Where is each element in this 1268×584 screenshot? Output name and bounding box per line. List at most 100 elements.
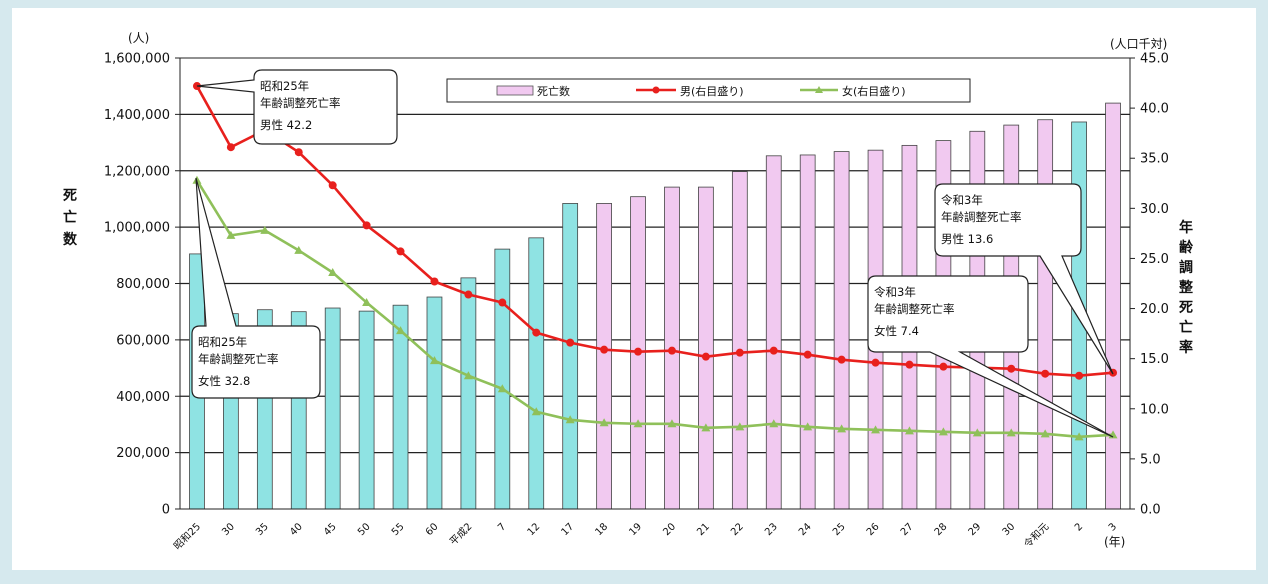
left-axis-tick-label: 800,000	[116, 277, 170, 292]
female-rate-point	[972, 428, 982, 437]
bar	[528, 237, 545, 510]
right-axis-tick-label: 30.0	[1140, 202, 1169, 217]
female-rate-point	[837, 424, 847, 433]
bar	[731, 171, 748, 510]
callout-box-male-1950	[196, 69, 398, 145]
callout-line: 昭和25年	[260, 79, 309, 93]
bar	[1037, 119, 1054, 510]
callout-box-female-1950	[191, 177, 321, 399]
female-rate-point	[565, 415, 575, 424]
left-axis-tick-label: 200,000	[116, 446, 170, 461]
right-axis-tick-label: 0.0	[1140, 503, 1161, 518]
callout-box-male-2021	[934, 183, 1114, 375]
callout-line: 男性 13.6	[941, 232, 993, 246]
female-rate-point	[1074, 432, 1084, 441]
female-rate-point	[871, 425, 881, 434]
female-rate-point	[226, 230, 236, 239]
male-rate-point	[634, 347, 643, 356]
right-axis-tick-label: 40.0	[1140, 102, 1169, 117]
callout-line: 年齢調整死亡率	[260, 96, 341, 110]
legend-box	[446, 78, 971, 103]
left-axis-tick-label: 1,600,000	[104, 52, 170, 67]
right-axis-unit: (人口千対)	[1110, 37, 1167, 51]
right-axis-tick-label: 45.0	[1140, 52, 1169, 67]
male-rate-point	[735, 348, 744, 357]
female-rate-point	[701, 423, 711, 432]
legend-marker-female	[815, 86, 823, 93]
legend-marker-male	[652, 86, 660, 94]
male-rate-point	[1041, 369, 1050, 378]
male-rate-point	[362, 221, 371, 230]
left-axis-tick-label: 1,000,000	[104, 221, 170, 236]
right-axis-tick-label: 25.0	[1140, 252, 1169, 267]
bar	[324, 307, 341, 510]
callout-box-female-2021	[867, 275, 1114, 438]
left-axis-label: 死亡数	[62, 188, 78, 248]
bar	[358, 310, 375, 510]
right-axis-tick-label: 15.0	[1140, 352, 1169, 367]
female-rate-point	[735, 422, 745, 431]
male-rate-point	[905, 360, 914, 369]
female-rate-point	[633, 419, 643, 428]
x-axis-unit: (年)	[1104, 535, 1125, 549]
callout-female-1950: 昭和25年 年齢調整死亡率 女性 32.8	[191, 177, 321, 399]
bar	[596, 203, 612, 510]
left-axis-tick-label: 1,200,000	[104, 164, 170, 179]
female-rate-point	[396, 326, 406, 335]
axis-label-char: 亡	[1179, 319, 1193, 336]
male-rate-point	[464, 290, 473, 299]
male-rate-point	[803, 350, 812, 359]
female-rate-point	[1006, 428, 1016, 437]
bar	[494, 248, 511, 510]
axis-label-char: 率	[1179, 339, 1193, 356]
left-axis-tick-label: 400,000	[116, 390, 170, 405]
male-rate-point	[600, 345, 609, 354]
axis-label-char: 亡	[63, 209, 77, 226]
right-axis-tick-label: 10.0	[1140, 402, 1169, 417]
bar	[698, 186, 714, 510]
legend-label-female: 女(右目盛り)	[842, 84, 906, 98]
bar	[1105, 102, 1121, 510]
right-axis-label: 年齢調整死亡率	[1178, 219, 1194, 356]
left-axis-tick-label: 600,000	[116, 333, 170, 348]
left-axis-tick-label: 0	[162, 503, 170, 518]
female-rate-line	[195, 179, 1114, 439]
female-rate-point	[497, 384, 507, 393]
callout-line: 年齢調整死亡率	[198, 352, 279, 366]
male-rate-point	[667, 346, 676, 355]
bar	[833, 151, 850, 510]
male-rate-point	[1075, 371, 1084, 380]
right-axis-tick-label: 5.0	[1140, 452, 1161, 467]
callout-line: 令和3年	[941, 193, 983, 207]
female-rate-point	[667, 419, 677, 428]
callout-line: 男性 42.2	[260, 118, 312, 132]
legend-label-deaths: 死亡数	[537, 84, 570, 98]
female-rate-point	[938, 427, 948, 436]
callout-line: 女性 7.4	[874, 324, 919, 338]
left-axis-tick-label: 1,400,000	[104, 108, 170, 123]
male-rate-point	[837, 355, 846, 364]
axis-label-char: 整	[1178, 279, 1194, 296]
callout-line: 令和3年	[874, 285, 916, 299]
male-rate-point	[939, 362, 948, 371]
male-rate-point	[871, 358, 880, 367]
male-rate-point	[294, 148, 303, 157]
axis-label-char: 調	[1179, 259, 1193, 276]
male-rate-point	[226, 143, 235, 152]
legend-label-male: 男(右目盛り)	[680, 84, 744, 98]
male-rate-point	[498, 298, 507, 307]
female-rate-point	[1040, 429, 1050, 438]
right-axis-tick-label: 20.0	[1140, 302, 1169, 317]
female-rate-point	[362, 298, 372, 307]
male-rate-point	[769, 346, 778, 355]
callout-line: 年齢調整死亡率	[874, 302, 955, 316]
callout-female-2021: 令和3年 年齢調整死亡率 女性 7.4	[867, 275, 1114, 438]
axes: 0 200,000 400,000 600,000 800,000 1,000,000 1,…	[104, 52, 1169, 553]
bar	[799, 154, 816, 510]
female-rate-point	[260, 225, 270, 234]
callout-line: 昭和25年	[198, 335, 247, 349]
callout-line: 女性 32.8	[198, 374, 250, 388]
male-rate-point	[1007, 364, 1016, 373]
line-series	[192, 82, 1118, 441]
